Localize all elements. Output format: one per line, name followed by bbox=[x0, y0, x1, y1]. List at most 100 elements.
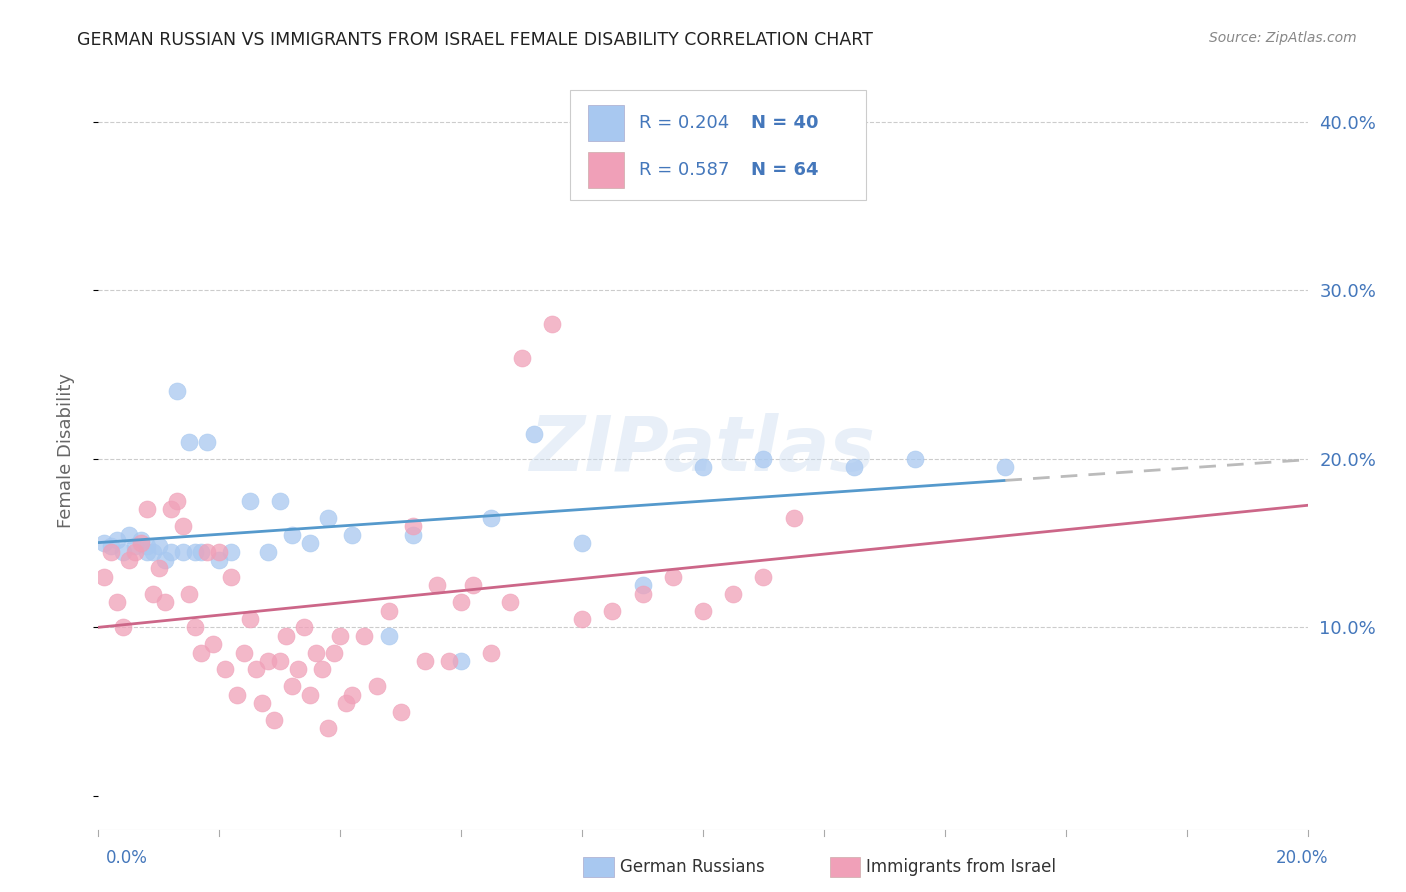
Point bbox=[281, 679, 304, 693]
Point bbox=[481, 646, 503, 660]
Text: R = 0.587: R = 0.587 bbox=[638, 161, 730, 179]
Point bbox=[481, 511, 503, 525]
Point bbox=[118, 553, 141, 567]
Point bbox=[692, 460, 714, 475]
Bar bbox=[588, 104, 624, 141]
Point bbox=[111, 620, 134, 634]
Point bbox=[129, 533, 152, 547]
Point bbox=[602, 174, 624, 188]
Point bbox=[118, 527, 141, 541]
Point bbox=[311, 663, 333, 677]
Point bbox=[269, 654, 291, 668]
Y-axis label: Female Disability: Female Disability bbox=[56, 373, 75, 528]
Point bbox=[323, 646, 346, 660]
Point bbox=[335, 696, 357, 710]
Point bbox=[239, 494, 262, 508]
Point bbox=[450, 595, 472, 609]
Point bbox=[287, 663, 309, 677]
Point bbox=[190, 646, 212, 660]
Point bbox=[148, 540, 170, 554]
Point bbox=[105, 595, 128, 609]
Point bbox=[389, 705, 412, 719]
Point bbox=[402, 519, 425, 533]
Point bbox=[214, 663, 236, 677]
Point bbox=[184, 544, 207, 558]
Point bbox=[510, 351, 533, 365]
Point bbox=[93, 536, 115, 550]
Point bbox=[463, 578, 485, 592]
Point bbox=[100, 540, 122, 554]
Point bbox=[281, 527, 304, 541]
Point bbox=[166, 494, 188, 508]
Point bbox=[437, 654, 460, 668]
Point bbox=[93, 570, 115, 584]
Text: R = 0.204: R = 0.204 bbox=[638, 114, 730, 132]
Point bbox=[256, 654, 278, 668]
Point bbox=[571, 612, 593, 626]
Point bbox=[142, 587, 165, 601]
Point bbox=[250, 696, 273, 710]
Point bbox=[540, 317, 562, 331]
Point bbox=[184, 620, 207, 634]
Point bbox=[221, 570, 243, 584]
Point bbox=[752, 451, 775, 466]
Point bbox=[239, 612, 262, 626]
Point bbox=[426, 578, 449, 592]
Point bbox=[498, 595, 520, 609]
Text: Immigrants from Israel: Immigrants from Israel bbox=[866, 858, 1056, 876]
Text: ZIPatlas: ZIPatlas bbox=[530, 414, 876, 487]
Text: Source: ZipAtlas.com: Source: ZipAtlas.com bbox=[1209, 31, 1357, 45]
Point bbox=[292, 620, 315, 634]
Point bbox=[195, 544, 218, 558]
Point bbox=[631, 587, 654, 601]
Point bbox=[160, 502, 183, 516]
Text: German Russians: German Russians bbox=[620, 858, 765, 876]
Point bbox=[135, 540, 157, 554]
Point bbox=[245, 663, 267, 677]
Text: 0.0%: 0.0% bbox=[105, 849, 148, 867]
Bar bbox=[588, 152, 624, 188]
FancyBboxPatch shape bbox=[569, 90, 866, 201]
Text: N = 64: N = 64 bbox=[751, 161, 818, 179]
Point bbox=[353, 629, 375, 643]
Point bbox=[172, 519, 194, 533]
Point bbox=[692, 603, 714, 617]
Point bbox=[274, 629, 297, 643]
Point bbox=[299, 688, 322, 702]
Point bbox=[100, 544, 122, 558]
Point bbox=[631, 578, 654, 592]
Point bbox=[142, 544, 165, 558]
Point bbox=[263, 713, 285, 727]
Point bbox=[844, 460, 866, 475]
Point bbox=[135, 544, 157, 558]
Point bbox=[571, 536, 593, 550]
Point bbox=[153, 595, 176, 609]
Point bbox=[232, 646, 254, 660]
Point bbox=[166, 384, 188, 399]
Point bbox=[450, 654, 472, 668]
Point bbox=[342, 688, 364, 702]
Point bbox=[752, 570, 775, 584]
Point bbox=[342, 527, 364, 541]
Point bbox=[160, 544, 183, 558]
Point bbox=[148, 561, 170, 575]
Point bbox=[299, 536, 322, 550]
Text: GERMAN RUSSIAN VS IMMIGRANTS FROM ISRAEL FEMALE DISABILITY CORRELATION CHART: GERMAN RUSSIAN VS IMMIGRANTS FROM ISRAEL… bbox=[77, 31, 873, 49]
Point bbox=[316, 722, 339, 736]
Point bbox=[190, 544, 212, 558]
Point bbox=[316, 511, 339, 525]
Point bbox=[135, 502, 157, 516]
Point bbox=[195, 435, 218, 450]
Text: 20.0%: 20.0% bbox=[1277, 849, 1329, 867]
Point bbox=[202, 637, 225, 651]
Point bbox=[124, 540, 146, 554]
Point bbox=[377, 603, 399, 617]
Point bbox=[783, 511, 806, 525]
Point bbox=[366, 679, 388, 693]
Point bbox=[994, 460, 1017, 475]
Point bbox=[523, 426, 546, 441]
Point bbox=[904, 451, 927, 466]
Point bbox=[208, 553, 231, 567]
Point bbox=[129, 536, 152, 550]
Point bbox=[124, 544, 146, 558]
